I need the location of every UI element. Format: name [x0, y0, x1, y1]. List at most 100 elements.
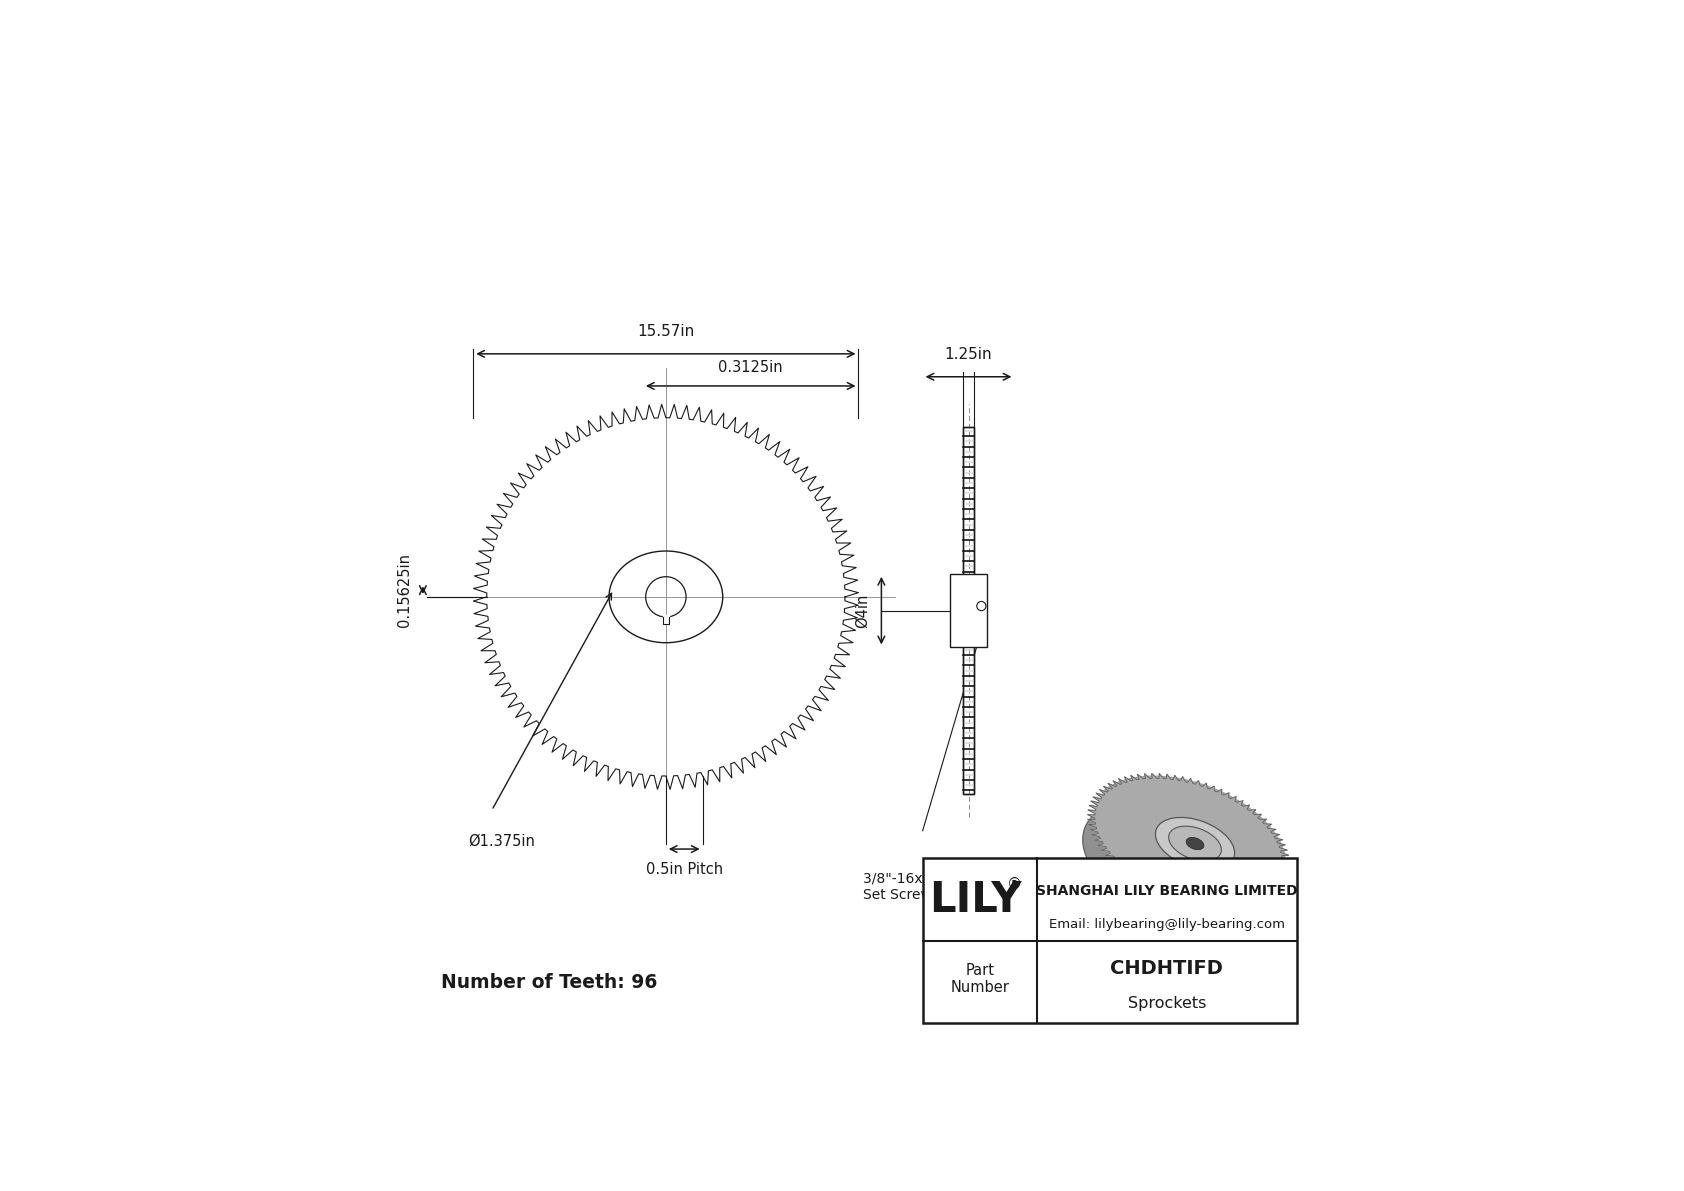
Text: 1.25in: 1.25in	[945, 347, 992, 362]
Polygon shape	[1120, 779, 1132, 802]
Ellipse shape	[1083, 799, 1276, 927]
Polygon shape	[1138, 777, 1148, 799]
Text: 0.3125in: 0.3125in	[719, 360, 783, 375]
Polygon shape	[1207, 790, 1218, 813]
Polygon shape	[1202, 788, 1214, 811]
Polygon shape	[1191, 784, 1202, 807]
Polygon shape	[1212, 792, 1224, 816]
Polygon shape	[1201, 787, 1212, 811]
Polygon shape	[1169, 779, 1180, 802]
Polygon shape	[1098, 787, 1108, 811]
Polygon shape	[1192, 785, 1204, 807]
Polygon shape	[1214, 793, 1226, 817]
Polygon shape	[1244, 812, 1256, 836]
Polygon shape	[1116, 779, 1128, 803]
Polygon shape	[1260, 825, 1270, 850]
Polygon shape	[1275, 849, 1283, 874]
Text: 0.15625in: 0.15625in	[397, 553, 413, 628]
Polygon shape	[1155, 777, 1165, 800]
Polygon shape	[1180, 781, 1192, 804]
Polygon shape	[1268, 837, 1278, 862]
Polygon shape	[1157, 777, 1167, 800]
Text: LILY: LILY	[930, 879, 1022, 921]
Polygon shape	[1154, 777, 1164, 799]
Polygon shape	[1263, 830, 1273, 854]
Bar	[950, 574, 987, 648]
Polygon shape	[1248, 815, 1258, 838]
Text: SHANGHAI LILY BEARING LIMITED: SHANGHAI LILY BEARING LIMITED	[1036, 884, 1298, 898]
Polygon shape	[1224, 798, 1234, 822]
Text: Ø4in: Ø4in	[855, 593, 871, 628]
Polygon shape	[1256, 822, 1266, 846]
Polygon shape	[1229, 800, 1239, 825]
Polygon shape	[1255, 821, 1265, 844]
Polygon shape	[1088, 773, 1290, 906]
Polygon shape	[1233, 803, 1243, 827]
Bar	[963, 428, 975, 794]
Polygon shape	[1142, 777, 1152, 799]
Polygon shape	[1105, 784, 1115, 807]
Polygon shape	[1127, 778, 1138, 800]
Polygon shape	[1165, 778, 1175, 802]
Polygon shape	[1125, 778, 1137, 800]
Polygon shape	[1258, 823, 1268, 848]
Polygon shape	[1261, 828, 1271, 852]
Polygon shape	[1271, 843, 1282, 867]
Polygon shape	[1228, 799, 1238, 824]
Polygon shape	[1170, 779, 1182, 802]
Polygon shape	[1275, 853, 1285, 877]
Polygon shape	[1265, 831, 1275, 855]
Polygon shape	[1231, 802, 1241, 825]
Bar	[923, 859, 1297, 1023]
Polygon shape	[1110, 781, 1120, 805]
Polygon shape	[1270, 841, 1280, 865]
Text: Email: lilybearing@lily-bearing.com: Email: lilybearing@lily-bearing.com	[1049, 918, 1285, 930]
Polygon shape	[1182, 781, 1194, 805]
Polygon shape	[1113, 780, 1123, 804]
Polygon shape	[1271, 844, 1282, 868]
Polygon shape	[1238, 806, 1248, 830]
Polygon shape	[1243, 810, 1253, 834]
Polygon shape	[1268, 836, 1278, 861]
Text: Number of Teeth: 96: Number of Teeth: 96	[441, 973, 657, 992]
Polygon shape	[1103, 785, 1113, 809]
Polygon shape	[1145, 777, 1157, 799]
Polygon shape	[1187, 782, 1197, 806]
Polygon shape	[1265, 833, 1275, 856]
Polygon shape	[1196, 785, 1206, 809]
Text: Sprockets: Sprockets	[1128, 996, 1206, 1011]
Polygon shape	[1179, 780, 1191, 804]
Polygon shape	[1199, 786, 1211, 810]
Polygon shape	[1111, 781, 1122, 804]
Polygon shape	[1115, 780, 1125, 804]
Polygon shape	[1147, 777, 1159, 799]
Polygon shape	[1108, 782, 1118, 805]
Polygon shape	[1266, 834, 1276, 858]
Polygon shape	[1211, 791, 1221, 815]
Polygon shape	[1148, 777, 1160, 799]
Text: 15.57in: 15.57in	[637, 324, 694, 339]
Polygon shape	[1209, 791, 1219, 815]
Polygon shape	[1135, 777, 1147, 799]
Polygon shape	[1167, 778, 1177, 802]
Polygon shape	[1251, 817, 1261, 841]
Polygon shape	[1118, 779, 1130, 803]
Polygon shape	[1273, 848, 1283, 873]
Polygon shape	[1150, 777, 1162, 799]
Polygon shape	[1241, 809, 1251, 833]
Text: Ø1.375in: Ø1.375in	[468, 834, 536, 848]
Polygon shape	[1253, 818, 1263, 842]
Polygon shape	[1123, 778, 1135, 802]
Polygon shape	[1101, 785, 1113, 809]
Ellipse shape	[1155, 817, 1234, 869]
Polygon shape	[1106, 782, 1118, 806]
Polygon shape	[1275, 855, 1285, 879]
Polygon shape	[1216, 794, 1228, 818]
Text: ®: ®	[1007, 877, 1022, 892]
Polygon shape	[1132, 777, 1143, 800]
Polygon shape	[1236, 805, 1246, 829]
Polygon shape	[1266, 835, 1276, 860]
Polygon shape	[1140, 777, 1150, 799]
Polygon shape	[1162, 778, 1174, 800]
Ellipse shape	[1169, 827, 1221, 861]
